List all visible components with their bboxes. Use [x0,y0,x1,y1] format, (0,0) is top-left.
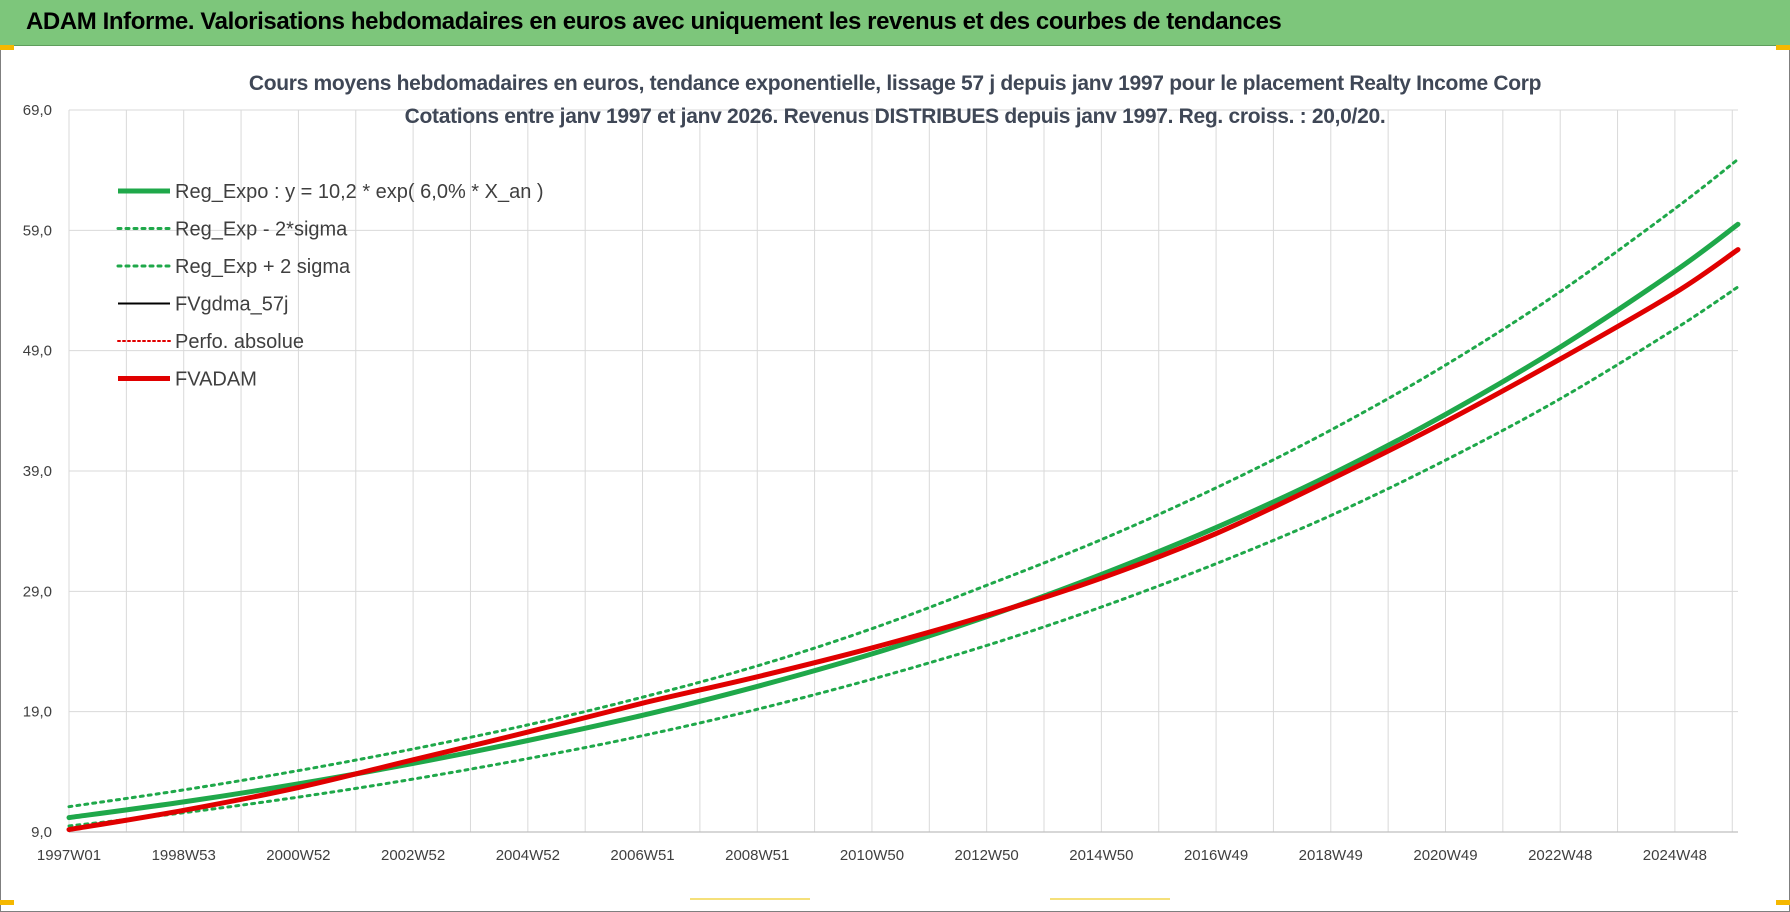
y-tick-label: 9,0 [31,824,52,841]
chart-title: Cours moyens hebdomadaires en euros, ten… [248,72,1542,95]
x-tick-label: 2020W49 [1413,847,1477,864]
bottom-mark-1 [690,898,810,900]
series-line-5 [66,247,1741,833]
legend-label: Reg_Exp - 2*sigma [175,219,348,241]
y-tick-label: 59,0 [23,222,52,239]
x-tick-label: 2000W52 [266,847,330,864]
x-tick-label: 1997W01 [37,847,101,864]
legend: Reg_Expo : y = 10,2 * exp( 6,0% * X_an )… [116,181,544,391]
legend-label: Perfo. absolue [175,331,304,353]
y-tick-label: 29,0 [23,583,52,600]
x-tick-label: 2014W50 [1069,847,1133,864]
y-tick-label: 19,0 [23,704,52,721]
bottom-mark-2 [1050,898,1170,900]
x-tick-label: 2016W49 [1184,847,1248,864]
corner-mark-bottom-left [0,900,14,905]
series-line-3 [68,248,1739,831]
series-line-4 [68,248,1739,831]
y-axis: 9,0 19,0 29,0 39,0 49,0 59,0 69,0 [23,102,52,841]
x-tick-label: 2012W50 [955,847,1019,864]
x-axis: 1997W01 1998W53 2000W52 2002W52 2004W52 2006W… [37,847,1707,864]
corner-mark-bottom-right [1776,900,1790,905]
x-tick-label: 2022W48 [1528,847,1592,864]
report-title: ADAM Informe. Valorisations hebdomadaire… [26,8,1282,35]
series-line-0 [66,221,1741,821]
legend-label: Reg_Expo : y = 10,2 * exp( 6,0% * X_an ) [175,181,544,203]
legend-label: Reg_Exp + 2 sigma [175,256,351,278]
y-tick-label: 49,0 [23,343,52,360]
corner-mark-top-left [0,45,14,50]
series-line-2 [67,157,1740,809]
x-tick-label: 2002W52 [381,847,445,864]
legend-label: FVADAM [175,369,257,391]
x-tick-label: 2004W52 [496,847,560,864]
y-tick-label: 39,0 [23,463,52,480]
x-tick-label: 2006W51 [610,847,674,864]
x-tick-label: 2010W50 [840,847,904,864]
grid-lines [68,109,1738,833]
x-tick-label: 1998W53 [152,847,216,864]
chart-subtitle: Cotations entre janv 1997 et janv 2026. … [404,105,1386,128]
series-layer [66,157,1741,833]
x-tick-label: 2008W51 [725,847,789,864]
corner-mark-top-right [1776,45,1790,50]
report-header: ADAM Informe. Valorisations hebdomadaire… [0,0,1790,46]
y-tick-label: 69,0 [23,102,52,119]
x-tick-label: 2024W48 [1643,847,1707,864]
legend-label: FVgdma_57j [175,294,288,316]
x-tick-label: 2018W49 [1299,847,1363,864]
series-line-1 [67,285,1740,828]
